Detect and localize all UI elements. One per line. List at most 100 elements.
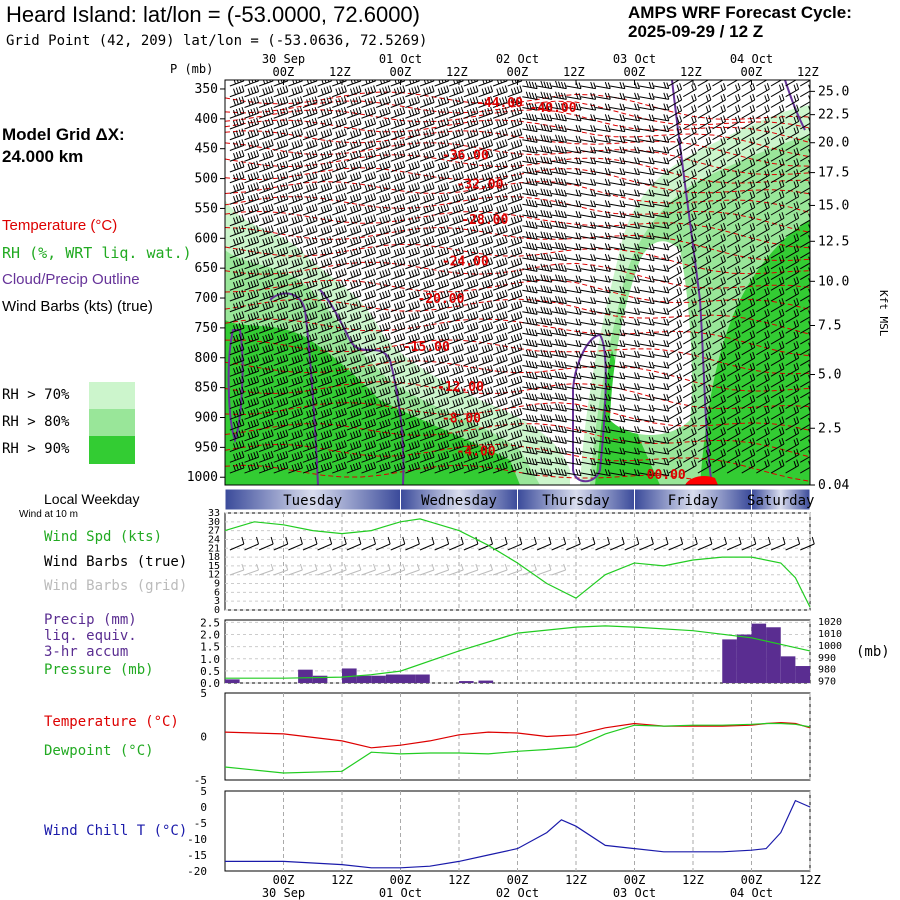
wind-barb-flag <box>350 80 353 85</box>
wind-barb-flag <box>416 214 420 221</box>
wind-barb-flag <box>247 217 251 224</box>
wind-barb-shaft <box>595 203 611 208</box>
wind-barb-flag <box>256 96 260 103</box>
wind-barb-flag <box>311 140 315 147</box>
wind-barb-flag <box>250 173 254 180</box>
wind-barb-flag <box>723 93 726 101</box>
wind-barb-flag <box>437 120 441 128</box>
wind-barb-flag <box>393 185 397 192</box>
wind-barb-flag <box>560 210 564 218</box>
wind-barb-flag <box>291 131 295 138</box>
wind-barb-flag <box>233 80 236 85</box>
wind-barb-flag <box>425 98 429 105</box>
wind-barb-flag <box>326 129 330 136</box>
wind-barb-shaft <box>551 85 567 90</box>
wind-barb-flag <box>607 189 611 197</box>
wind-barb-flag <box>452 217 456 224</box>
wind-barb-flag <box>666 114 670 121</box>
wind-barb-flag <box>720 127 724 134</box>
temperature-contour-line <box>225 109 810 144</box>
wind-barb-flag <box>373 117 377 125</box>
wind-barb-flag <box>528 221 532 228</box>
wind-barb-flag <box>516 204 520 212</box>
wind-barb-flag <box>297 204 301 212</box>
wind-barb-flag <box>326 118 330 126</box>
wind-barb-flag <box>691 116 695 124</box>
wind-barb-flag <box>737 212 741 219</box>
wind-barb-flag <box>311 97 315 104</box>
wind-barb-flag <box>411 98 415 105</box>
wind-barb-flag <box>238 193 242 201</box>
wind-barb-flag <box>543 199 547 206</box>
wind-barb-flag <box>634 103 638 110</box>
wind-barb-flag <box>637 82 640 89</box>
wind-barb-flag <box>402 96 406 103</box>
wind-barb-flag <box>723 115 726 122</box>
wind-barb-shaft <box>595 171 611 176</box>
wind-barb-flag <box>247 110 251 117</box>
wind-barb-flag <box>358 182 362 189</box>
wind-barb-flag <box>723 72 725 78</box>
wind-barb-flag <box>735 159 738 167</box>
wind-barb-flag <box>282 140 286 147</box>
wind-barb-flag <box>510 142 514 149</box>
wind-barb-shaft <box>551 117 567 122</box>
wind-barb-flag <box>503 80 505 83</box>
wind-barb-flag <box>308 162 312 170</box>
wind-barb-shaft <box>624 139 640 143</box>
wind-barb-flag <box>423 163 427 171</box>
wind-barb-flag <box>737 93 741 101</box>
wind-barb-flag <box>409 80 412 85</box>
wind-barb-flag <box>299 96 303 103</box>
wind-barb-shaft <box>566 128 582 133</box>
wind-barb-flag <box>235 141 239 148</box>
wind-barb-flag <box>648 167 652 175</box>
wind-barb-flag <box>504 182 508 189</box>
wind-barb-flag <box>679 93 683 101</box>
wind-barb-flag <box>575 146 579 153</box>
wind-barb-flag <box>297 161 301 169</box>
wind-barb-shaft <box>522 214 538 219</box>
wind-barb-flag <box>663 178 667 185</box>
wind-barb-flag <box>279 108 283 116</box>
wind-barb-shaft <box>551 171 567 176</box>
wind-barb-flag <box>446 149 450 157</box>
wind-barb-shaft <box>595 85 611 90</box>
wind-barb-flag <box>558 113 561 120</box>
wind-barb-flag <box>291 196 295 203</box>
wind-barb-flag <box>308 152 312 159</box>
wind-barb-flag <box>341 86 345 93</box>
wind-barb-flag <box>516 129 520 136</box>
wind-barb-flag <box>373 171 377 178</box>
wind-barb-flag <box>487 129 491 136</box>
wind-barb-flag <box>525 91 529 98</box>
wind-barb-flag <box>708 158 712 165</box>
wind-barb-flag <box>648 103 652 110</box>
wind-barb-flag <box>367 130 371 137</box>
wind-barb-flag <box>531 92 535 99</box>
wind-barb-flag <box>499 108 503 116</box>
wind-barb-flag <box>472 172 476 179</box>
wind-barb-flag <box>531 114 535 121</box>
wind-barb-flag <box>396 98 400 105</box>
wind-barb-flag <box>469 184 473 191</box>
wind-barb-flag <box>558 145 561 153</box>
wind-barb-shaft <box>580 225 596 229</box>
wind-barb-flag <box>705 159 709 167</box>
wind-barb-shaft <box>551 96 567 100</box>
wind-barb-flag <box>431 139 435 146</box>
wind-barb-flag <box>781 136 785 144</box>
wind-barb-flag <box>487 183 491 190</box>
wind-barb-flag <box>752 126 756 133</box>
wind-barb-shaft <box>799 90 810 98</box>
wind-barb-flag <box>262 153 266 160</box>
wind-barb-flag <box>355 97 359 104</box>
wind-barb-flag <box>423 110 427 117</box>
wind-barb-flag <box>262 80 266 85</box>
wind-barb-flag <box>487 204 491 212</box>
wind-barb-flag <box>329 96 333 103</box>
wind-barb-flag <box>326 161 330 169</box>
wind-barb-flag <box>399 97 403 104</box>
wind-barb-flag <box>504 85 508 92</box>
wind-barb-flag <box>341 140 345 147</box>
